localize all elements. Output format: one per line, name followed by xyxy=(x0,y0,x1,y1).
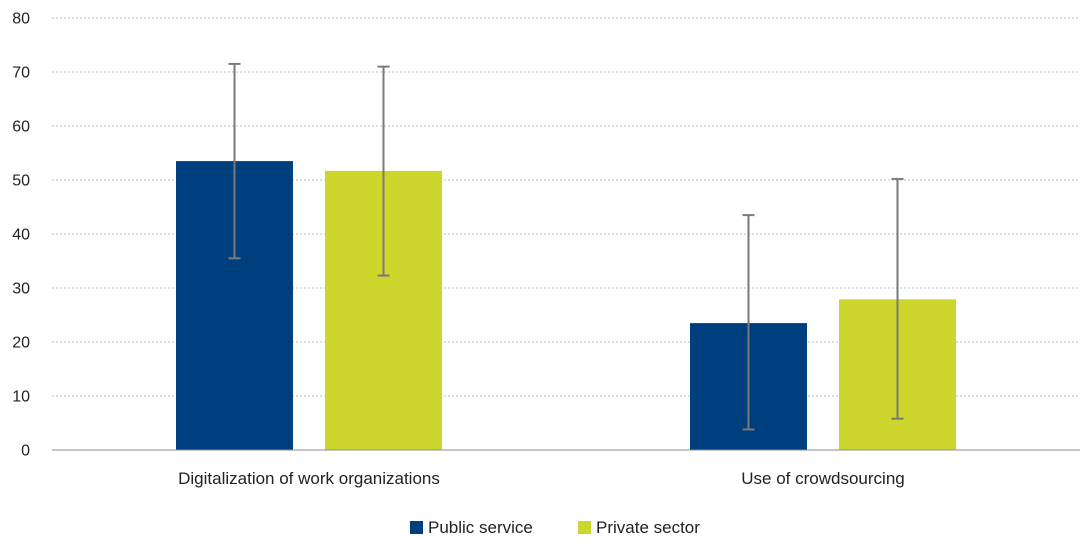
legend: Public service Private sector xyxy=(410,518,700,537)
category-label: Use of crowdsourcing xyxy=(741,469,904,488)
legend-swatch xyxy=(410,521,423,534)
category-label: Digitalization of work organizations xyxy=(178,469,440,488)
legend-label: Public service xyxy=(428,518,533,537)
y-tick-label: 40 xyxy=(12,227,30,244)
category-labels: Digitalization of work organizations Use … xyxy=(178,469,905,488)
y-axis-ticks: 0 10 20 30 40 50 60 70 80 xyxy=(12,11,30,460)
y-tick-label: 0 xyxy=(21,443,30,460)
y-tick-label: 70 xyxy=(12,65,30,82)
bars xyxy=(176,161,956,450)
y-tick-label: 60 xyxy=(12,119,30,136)
y-tick-label: 80 xyxy=(12,11,30,28)
legend-swatch xyxy=(578,521,591,534)
legend-label: Private sector xyxy=(596,518,700,537)
y-tick-label: 10 xyxy=(12,389,30,406)
error-bars xyxy=(228,62,904,431)
y-tick-label: 20 xyxy=(12,335,30,352)
y-tick-label: 30 xyxy=(12,281,30,298)
y-tick-label: 50 xyxy=(12,173,30,190)
